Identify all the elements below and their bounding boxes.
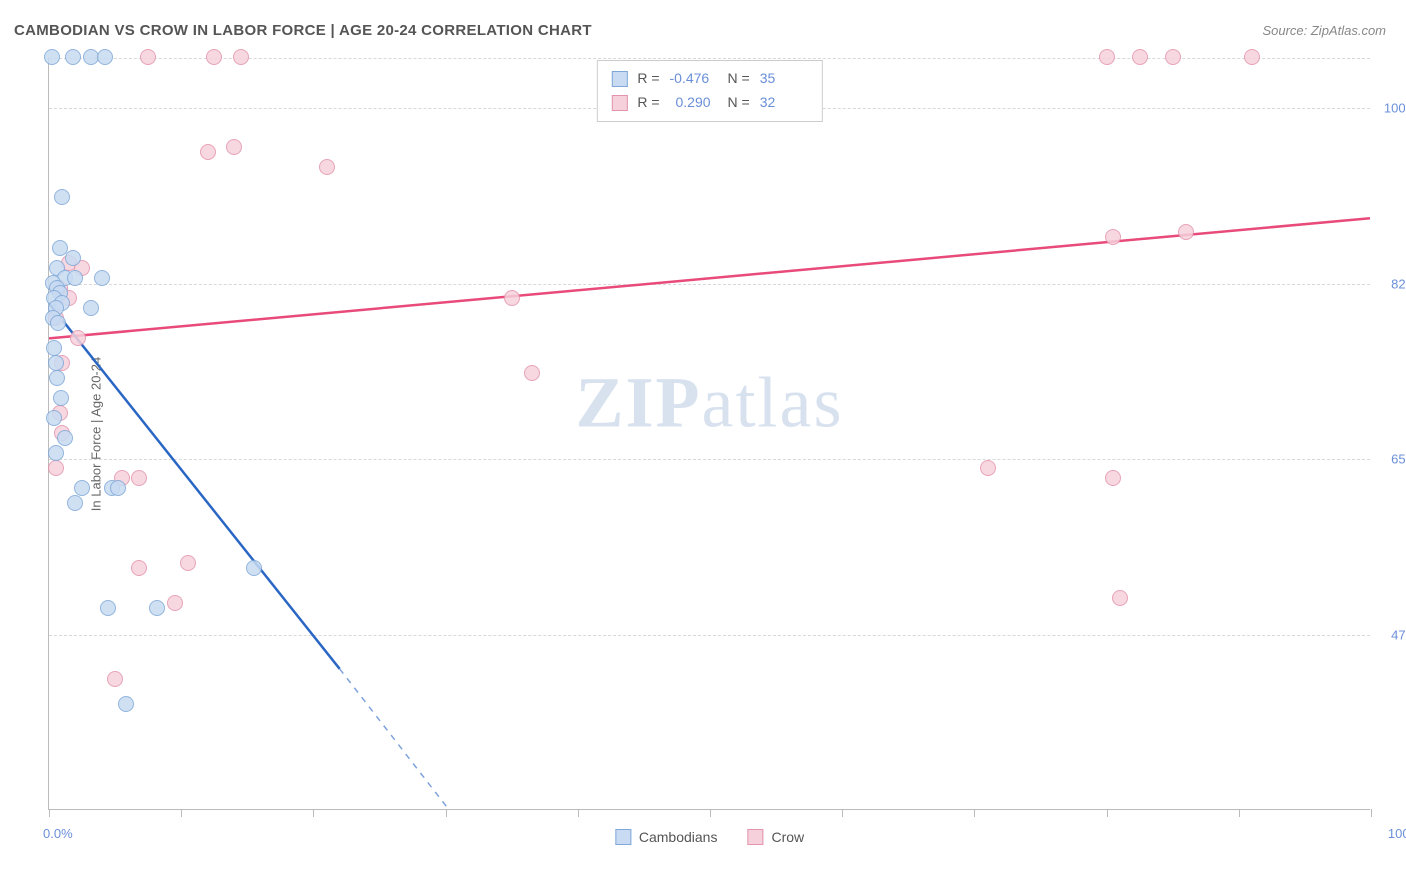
data-point-crow	[1105, 229, 1121, 245]
data-point-crow	[180, 555, 196, 571]
legend: Cambodians Crow	[615, 829, 804, 845]
legend-item-cambodians: Cambodians	[615, 829, 718, 845]
y-axis-title: In Labor Force | Age 20-24	[89, 356, 104, 510]
y-tick-label: 100.0%	[1384, 101, 1406, 116]
data-point-crow	[319, 159, 335, 175]
x-axis-max-label: 100.0%	[1388, 826, 1406, 841]
data-point-cambodians	[46, 410, 62, 426]
data-point-crow	[1165, 49, 1181, 65]
plot-area: In Labor Force | Age 20-24 ZIPatlas 47.5…	[48, 58, 1370, 810]
data-point-crow	[1099, 49, 1115, 65]
stats-row-cambodians: R = -0.476 N = 35	[611, 67, 807, 91]
data-point-crow	[70, 330, 86, 346]
data-point-crow	[1244, 49, 1260, 65]
data-point-crow	[524, 365, 540, 381]
data-point-crow	[131, 560, 147, 576]
data-point-cambodians	[44, 49, 60, 65]
data-point-crow	[1178, 224, 1194, 240]
data-point-crow	[48, 460, 64, 476]
data-point-cambodians	[74, 480, 90, 496]
swatch-crow-legend	[747, 829, 763, 845]
data-point-crow	[1112, 590, 1128, 606]
watermark: ZIPatlas	[576, 362, 844, 445]
y-tick-label: 82.5%	[1391, 276, 1406, 291]
data-point-cambodians	[54, 189, 70, 205]
data-point-cambodians	[67, 495, 83, 511]
data-point-crow	[504, 290, 520, 306]
data-point-crow	[1105, 470, 1121, 486]
data-point-cambodians	[149, 600, 165, 616]
data-point-cambodians	[65, 250, 81, 266]
data-point-crow	[206, 49, 222, 65]
data-point-crow	[226, 139, 242, 155]
data-point-crow	[131, 470, 147, 486]
data-point-cambodians	[97, 49, 113, 65]
data-point-crow	[107, 671, 123, 687]
y-tick-label: 65.0%	[1391, 452, 1406, 467]
data-point-cambodians	[46, 340, 62, 356]
data-point-cambodians	[48, 355, 64, 371]
data-point-crow	[1132, 49, 1148, 65]
swatch-cambodians-legend	[615, 829, 631, 845]
legend-item-crow: Crow	[747, 829, 804, 845]
data-point-cambodians	[94, 270, 110, 286]
swatch-crow	[611, 95, 627, 111]
data-point-crow	[200, 144, 216, 160]
data-point-cambodians	[65, 49, 81, 65]
data-point-cambodians	[49, 370, 65, 386]
data-point-cambodians	[53, 390, 69, 406]
source-attribution: Source: ZipAtlas.com	[1262, 23, 1386, 38]
data-point-crow	[167, 595, 183, 611]
data-point-cambodians	[50, 315, 66, 331]
data-point-cambodians	[100, 600, 116, 616]
data-point-crow	[980, 460, 996, 476]
correlation-stats-box: R = -0.476 N = 35 R = 0.290 N = 32	[596, 60, 822, 122]
y-tick-label: 47.5%	[1391, 627, 1406, 642]
swatch-cambodians	[611, 71, 627, 87]
data-point-cambodians	[246, 560, 262, 576]
data-point-cambodians	[118, 696, 134, 712]
data-point-crow	[233, 49, 249, 65]
data-point-cambodians	[48, 445, 64, 461]
data-point-crow	[140, 49, 156, 65]
data-point-cambodians	[110, 480, 126, 496]
chart-title: CAMBODIAN VS CROW IN LABOR FORCE | AGE 2…	[14, 22, 592, 39]
data-point-cambodians	[67, 270, 83, 286]
data-point-cambodians	[83, 300, 99, 316]
stats-row-crow: R = 0.290 N = 32	[611, 91, 807, 115]
x-axis-min-label: 0.0%	[43, 826, 73, 841]
data-point-cambodians	[57, 430, 73, 446]
